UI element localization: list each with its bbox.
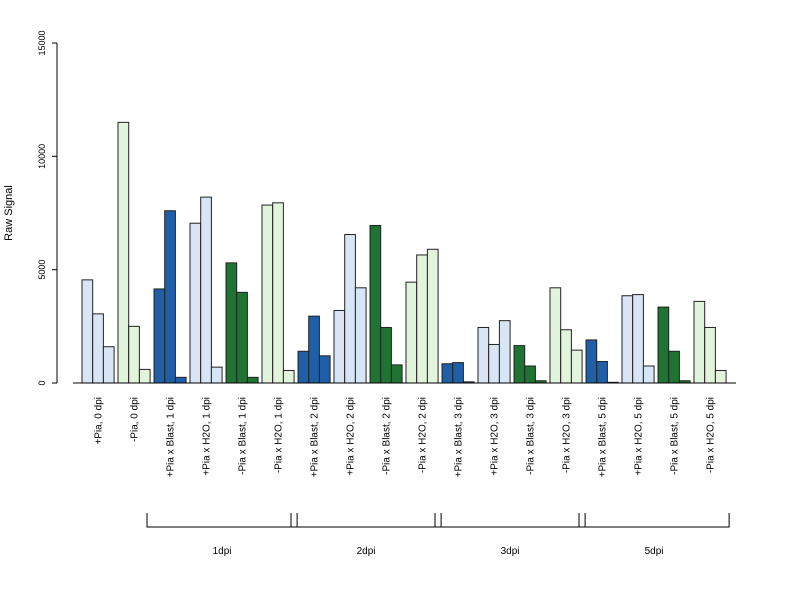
x-tick-label: +Pia x Blast, 2 dpi	[310, 397, 321, 477]
bar	[570, 349, 583, 384]
bar	[354, 287, 367, 384]
bar	[153, 288, 166, 384]
bar	[200, 196, 212, 384]
bar	[81, 279, 94, 384]
bar	[308, 315, 320, 384]
bar	[714, 370, 727, 384]
group-label: 1dpi	[213, 546, 232, 557]
bar	[596, 360, 608, 384]
bar	[488, 343, 500, 384]
bar	[405, 281, 418, 384]
y-tick-label: 10000	[37, 144, 47, 169]
y-axis: 0 5000 10000 15000	[37, 30, 58, 386]
y-tick-label: 0	[37, 380, 47, 385]
group-label: 2dpi	[357, 546, 376, 557]
bar	[390, 364, 403, 384]
group-brackets: 1dpi 2dpi 3dpi 5dpi	[146, 513, 730, 557]
x-tick-label: -Pia x H2O, 2 dpi	[418, 397, 429, 473]
bar	[657, 306, 670, 384]
x-tick-label: -Pia x Blast, 1 dpi	[238, 397, 249, 475]
bar	[333, 309, 346, 384]
bar	[282, 370, 295, 384]
bar	[117, 121, 130, 384]
bar	[642, 365, 655, 384]
bar	[560, 329, 572, 384]
bar	[498, 320, 511, 384]
bar	[246, 376, 259, 384]
bar	[426, 248, 439, 384]
bar	[261, 204, 274, 384]
x-tick-label: +Pia, 0 dpi	[94, 397, 105, 445]
x-tick-label: -Pia x H2O, 5 dpi	[706, 397, 717, 473]
x-tick-label: +Pia x H2O, 3 dpi	[490, 397, 501, 476]
x-tick-label: +Pia x H2O, 2 dpi	[346, 397, 357, 476]
bar	[189, 222, 202, 384]
x-tick-label: -Pia x H2O, 1 dpi	[274, 397, 285, 473]
bars	[81, 121, 727, 384]
x-axis-labels: +Pia, 0 dpi -Pia, 0 dpi +Pia x Blast, 1 dp…	[94, 397, 717, 477]
group-bracket	[434, 513, 586, 528]
bar	[138, 368, 151, 384]
y-tick-label: 15000	[37, 30, 47, 55]
bar	[210, 366, 223, 384]
x-tick-label: +Pia x H2O, 1 dpi	[202, 397, 213, 476]
bar	[585, 339, 598, 384]
group-label: 5dpi	[645, 546, 664, 557]
bar	[380, 326, 392, 384]
x-tick-label: -Pia x Blast, 2 dpi	[382, 397, 393, 475]
bar	[416, 254, 428, 384]
x-tick-label: -Pia x Blast, 5 dpi	[670, 397, 681, 475]
x-tick-label: +Pia x H2O, 5 dpi	[634, 397, 645, 476]
group-bracket	[146, 513, 298, 528]
bar	[128, 325, 140, 384]
bar	[225, 262, 238, 384]
bar	[272, 202, 284, 384]
x-tick-label: -Pia x Blast, 3 dpi	[526, 397, 537, 475]
bar	[452, 362, 464, 384]
y-axis-label: Raw Signal	[3, 185, 15, 241]
group-bracket	[290, 513, 442, 528]
bar	[477, 326, 490, 384]
y-tick-label: 5000	[37, 260, 47, 280]
x-tick-label: +Pia x Blast, 1 dpi	[166, 397, 177, 477]
bar	[236, 291, 248, 384]
bar	[441, 363, 454, 384]
bar	[92, 313, 104, 384]
bar	[318, 355, 331, 384]
x-tick-label: +Pia x Blast, 5 dpi	[598, 397, 609, 477]
bar	[297, 350, 310, 384]
bar	[632, 294, 644, 384]
bar	[621, 295, 634, 384]
bar	[549, 287, 562, 384]
bar	[668, 350, 680, 384]
bar	[693, 300, 706, 384]
bar	[102, 346, 115, 384]
bar	[513, 345, 526, 384]
bar	[164, 210, 176, 384]
bar	[369, 224, 382, 384]
bar	[704, 326, 716, 384]
group-label: 3dpi	[501, 546, 520, 557]
x-tick-label: +Pia x Blast, 3 dpi	[454, 397, 465, 477]
bar	[524, 365, 536, 384]
x-tick-label: -Pia, 0 dpi	[130, 397, 141, 442]
x-tick-label: -Pia x H2O, 3 dpi	[562, 397, 573, 473]
bar	[174, 376, 187, 384]
bar	[344, 234, 356, 384]
group-bracket	[578, 513, 730, 528]
